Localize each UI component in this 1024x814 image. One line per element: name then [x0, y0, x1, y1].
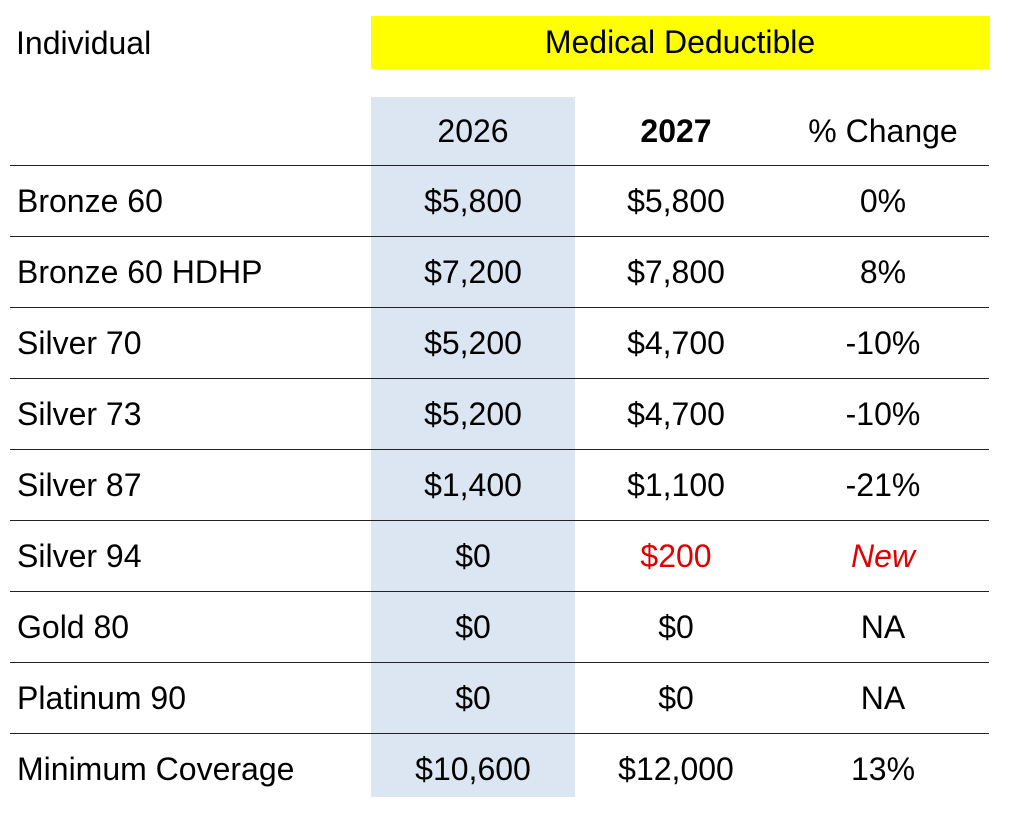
- deductible-2027: $0: [658, 679, 694, 716]
- deductible-2027: $0: [658, 608, 694, 645]
- table-row: Platinum 90 $0 $0 NA: [10, 663, 989, 734]
- column-2026-highlight: [371, 97, 575, 797]
- plan-name: Silver 73: [17, 395, 142, 432]
- table-row: Bronze 60 $5,800 $5,800 0%: [10, 166, 989, 237]
- plan-name: Platinum 90: [17, 679, 186, 716]
- deductible-2026: $0: [455, 679, 491, 716]
- deductible-2026: $5,200: [424, 395, 522, 432]
- deductible-2027: $12,000: [618, 750, 734, 787]
- table-title: Individual: [16, 25, 152, 61]
- percent-change: 0%: [859, 182, 907, 219]
- deductible-2027: $5,800: [627, 182, 725, 219]
- deductible-2026: $0: [455, 537, 491, 574]
- table-row: Silver 94 $0 $200 New: [10, 521, 989, 592]
- percent-change: -21%: [845, 466, 921, 503]
- header-2027: 2027: [640, 112, 712, 149]
- percent-change: NA: [860, 679, 906, 716]
- deductible-table: 2026 2027 % Change Bronze 60 $5,800 $5,8…: [10, 97, 989, 804]
- percent-change-new: New: [850, 537, 915, 574]
- deductible-2026: $1,400: [424, 466, 522, 503]
- deductible-2026: $5,200: [424, 324, 522, 361]
- deductible-2027: $7,800: [627, 253, 725, 290]
- plan-name: Silver 87: [17, 466, 142, 503]
- percent-change: 13%: [850, 750, 916, 787]
- plan-name: Silver 94: [17, 537, 142, 574]
- percent-change: 8%: [859, 253, 907, 290]
- table-row: Silver 70 $5,200 $4,700 -10%: [10, 308, 989, 379]
- table-row: Silver 87 $1,400 $1,100 -21%: [10, 450, 989, 521]
- percent-change: -10%: [845, 324, 921, 361]
- plan-name: Bronze 60: [17, 182, 163, 219]
- deductible-2027: $1,100: [627, 466, 725, 503]
- medical-deductible-banner: Medical Deductible: [371, 16, 989, 69]
- deductible-2027: $4,700: [627, 395, 725, 432]
- plan-name: Silver 70: [17, 324, 142, 361]
- table-row: Silver 73 $5,200 $4,700 -10%: [10, 379, 989, 450]
- percent-change: -10%: [845, 395, 921, 432]
- header-2026: 2026: [437, 112, 509, 149]
- header-percent-change: % Change: [808, 112, 958, 149]
- deductible-2026: $5,800: [424, 182, 522, 219]
- deductible-2027: $4,700: [627, 324, 725, 361]
- deductible-2026: $10,600: [415, 750, 531, 787]
- plan-name: Gold 80: [17, 608, 130, 645]
- plan-name: Minimum Coverage: [17, 750, 295, 787]
- table-row: Bronze 60 HDHP $7,200 $7,800 8%: [10, 237, 989, 308]
- deductible-2026: $0: [455, 608, 491, 645]
- table-header-row: 2026 2027 % Change: [10, 97, 989, 166]
- table-row: Gold 80 $0 $0 NA: [10, 592, 989, 663]
- deductible-2026: $7,200: [424, 253, 522, 290]
- percent-change: NA: [860, 608, 906, 645]
- table-row: Minimum Coverage $10,600 $12,000 13%: [10, 734, 989, 804]
- plan-name: Bronze 60 HDHP: [17, 253, 263, 290]
- deductible-2027-new: $200: [640, 537, 712, 574]
